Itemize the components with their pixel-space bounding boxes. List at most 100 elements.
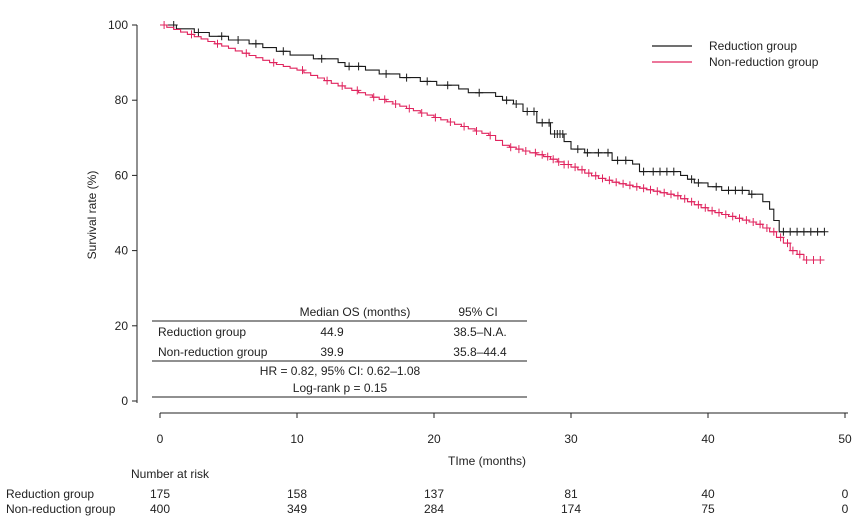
legend-label-reduction: Reduction group xyxy=(709,39,797,53)
censor-mark-reduction xyxy=(649,167,658,176)
censor-mark-non-reduction xyxy=(625,181,634,190)
risk-label-reduction: Reduction group xyxy=(6,487,94,501)
censor-mark-reduction xyxy=(738,186,747,195)
censor-mark-reduction xyxy=(382,69,391,78)
censor-mark-reduction xyxy=(545,118,554,127)
censor-mark-non-reduction xyxy=(486,131,495,140)
censor-mark-non-reduction xyxy=(571,163,580,172)
censor-mark-non-reduction xyxy=(242,49,251,58)
censor-mark-reduction xyxy=(530,107,538,116)
censor-mark-non-reduction xyxy=(269,58,278,67)
censor-mark-non-reduction xyxy=(802,256,811,264)
y-axis-label: Survival rate (%) xyxy=(85,171,99,260)
censor-mark-non-reduction xyxy=(756,220,765,229)
stats-logrank: Log-rank p = 0.15 xyxy=(293,381,388,395)
risk-value-non-reduction: 400 xyxy=(150,502,170,516)
censor-mark-reduction xyxy=(558,130,567,138)
x-tick-label: 40 xyxy=(701,432,715,446)
censor-mark-reduction xyxy=(604,148,612,157)
risk-value-reduction: 40 xyxy=(701,487,715,501)
censor-mark-reduction xyxy=(779,227,788,236)
censor-mark-reduction xyxy=(443,81,452,90)
censor-mark-reduction xyxy=(423,77,432,86)
censor-mark-reduction xyxy=(251,39,260,48)
x-tick-label: 50 xyxy=(838,432,852,446)
censor-mark-non-reduction xyxy=(554,157,563,166)
censor-mark-non-reduction xyxy=(680,194,689,203)
censor-mark-non-reduction xyxy=(598,174,607,183)
censor-mark-non-reduction xyxy=(816,256,825,264)
censor-mark-reduction xyxy=(354,62,363,71)
censor-mark-non-reduction xyxy=(405,104,414,113)
x-axis-label: TIme (months) xyxy=(448,454,526,468)
censor-mark-non-reduction xyxy=(735,214,744,223)
censor-mark-reduction xyxy=(402,73,411,82)
censor-mark-non-reduction xyxy=(531,148,540,157)
censor-mark-reduction xyxy=(694,178,703,187)
censor-mark-non-reduction xyxy=(667,190,675,199)
stats-row-reduction-median: 44.9 xyxy=(320,325,344,339)
risk-value-non-reduction: 284 xyxy=(424,502,444,516)
censor-mark-non-reduction xyxy=(687,197,696,206)
y-ticks: 0 20 40 60 80 100 xyxy=(108,18,137,408)
stats-row-reduction-ci: 38.5–N.A. xyxy=(453,325,506,339)
risk-value-non-reduction: 75 xyxy=(701,502,715,516)
censor-mark-non-reduction xyxy=(417,109,426,117)
censor-mark-reduction xyxy=(806,227,815,236)
censor-mark-non-reduction xyxy=(776,233,785,242)
curve-non-reduction xyxy=(160,24,825,261)
censor-mark-reduction xyxy=(523,107,532,116)
censor-mark-non-reduction xyxy=(521,147,530,155)
risk-table-title: Number at risk xyxy=(131,467,210,481)
censor-mark-reduction xyxy=(573,145,582,154)
censor-mark-non-reduction xyxy=(564,160,573,169)
censor-mark-non-reduction xyxy=(578,165,586,174)
censor-mark-non-reduction xyxy=(584,169,593,178)
stats-row-non-reduction-ci: 35.8–44.4 xyxy=(453,345,507,359)
censor-mark-reduction xyxy=(813,227,822,236)
risk-value-non-reduction: 174 xyxy=(561,502,581,516)
censor-mark-non-reduction xyxy=(391,100,400,108)
censor-mark-non-reduction xyxy=(708,206,717,215)
censor-mark-reduction xyxy=(583,148,592,157)
censor-mark-non-reduction xyxy=(213,39,222,48)
censor-mark-reduction xyxy=(621,156,630,165)
x-tick-label: 10 xyxy=(290,432,304,446)
censor-mark-reduction xyxy=(786,227,795,236)
censor-mark-reduction xyxy=(820,227,829,236)
censor-mark-non-reduction xyxy=(769,227,778,236)
censor-mark-reduction xyxy=(662,167,671,176)
legend-label-non-reduction: Non-reduction group xyxy=(709,55,819,69)
stats-hr: HR = 0.82, 95% CI: 0.62–1.08 xyxy=(260,364,421,378)
x-tick-label: 0 xyxy=(157,432,164,446)
censor-mark-reduction xyxy=(194,28,203,37)
risk-table: Number at risk Reduction group Non-reduc… xyxy=(6,467,849,516)
censor-mark-non-reduction xyxy=(783,239,792,248)
censor-mark-non-reduction xyxy=(721,210,730,219)
y-tick-label: 100 xyxy=(108,18,128,32)
censor-mark-non-reduction xyxy=(809,256,818,264)
censor-mark-reduction xyxy=(639,167,648,176)
censor-mark-non-reduction xyxy=(619,179,628,188)
censor-mark-non-reduction xyxy=(431,113,440,122)
risk-label-non-reduction: Non-reduction group xyxy=(6,502,116,516)
censor-mark-reduction xyxy=(712,182,721,191)
stats-header-median: Median OS (months) xyxy=(300,305,411,319)
censor-mark-non-reduction xyxy=(160,21,169,29)
stats-row-non-reduction-label: Non-reduction group xyxy=(158,345,268,359)
censor-mark-non-reduction xyxy=(728,212,737,221)
censor-mark-reduction xyxy=(747,190,756,199)
censor-mark-reduction xyxy=(793,227,802,236)
censor-mark-reduction xyxy=(538,118,547,127)
survival-curves xyxy=(160,21,829,264)
censor-mark-non-reduction xyxy=(653,187,662,196)
risk-value-reduction: 81 xyxy=(564,487,578,501)
censor-mark-non-reduction xyxy=(549,155,558,164)
censor-mark-reduction xyxy=(345,62,354,71)
censor-mark-non-reduction xyxy=(472,127,481,135)
censor-mark-non-reduction xyxy=(694,200,703,209)
stats-row-non-reduction-median: 39.9 xyxy=(320,345,344,359)
censor-mark-non-reduction xyxy=(715,208,723,217)
censor-mark-non-reduction xyxy=(514,145,523,154)
